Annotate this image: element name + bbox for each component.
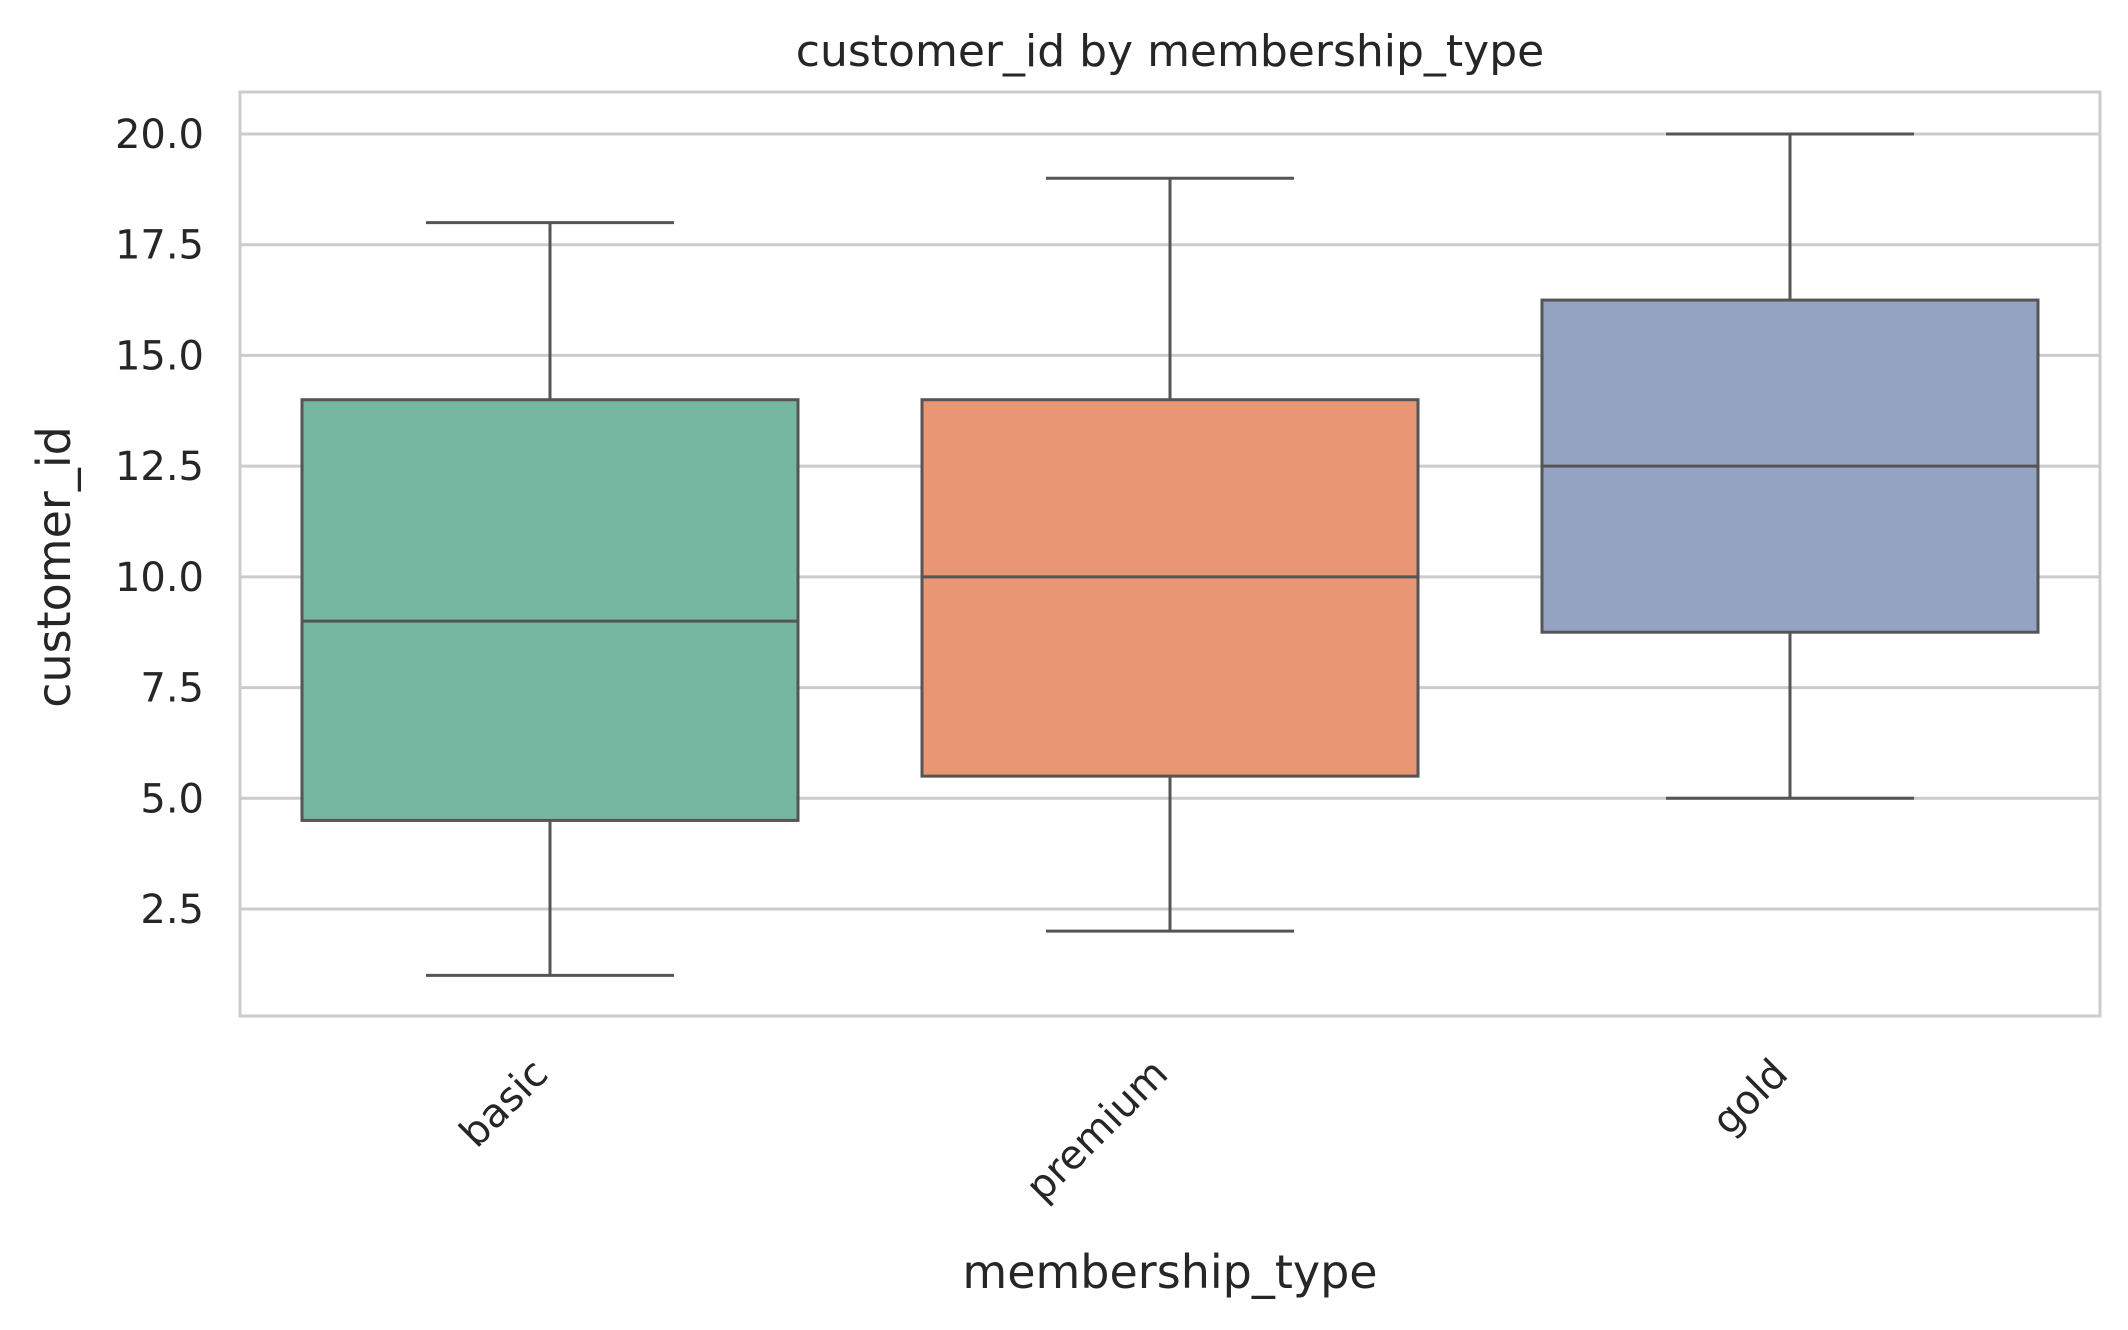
y-tick-label: 7.5 — [140, 666, 204, 712]
y-tick-label: 15.0 — [115, 333, 204, 379]
y-axis-ticks: 2.5 5.0 7.5 10.0 12.5 15.0 17.5 20.0 — [115, 112, 204, 933]
y-tick-label: 5.0 — [140, 776, 204, 822]
y-tick-label: 12.5 — [115, 444, 204, 490]
y-tick-label: 2.5 — [140, 887, 204, 933]
box-gold — [1540, 132, 2040, 800]
x-axis-ticks: basic premium gold — [451, 1051, 1797, 1211]
x-axis-label: membership_type — [962, 1245, 1377, 1299]
y-tick-label: 20.0 — [115, 112, 204, 158]
boxes — [300, 132, 2040, 977]
x-tick-label: gold — [1703, 1051, 1797, 1145]
x-tick-label: premium — [1017, 1051, 1177, 1211]
box-iqr — [300, 398, 800, 822]
box-premium — [920, 176, 1420, 933]
y-axis-label: customer_id — [27, 426, 81, 708]
box-iqr — [920, 398, 1420, 778]
plot-frame — [238, 90, 2102, 1018]
chart-title: customer_id by membership_type — [796, 26, 1544, 77]
y-tick-label: 10.0 — [115, 555, 204, 601]
y-tick-label: 17.5 — [115, 223, 204, 269]
box-basic — [300, 221, 800, 977]
x-tick-label: basic — [451, 1051, 557, 1157]
